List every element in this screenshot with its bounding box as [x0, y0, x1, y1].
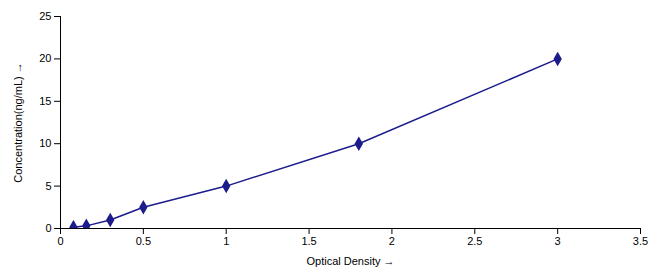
svg-text:0: 0 — [57, 235, 63, 247]
svg-text:1.5: 1.5 — [301, 235, 316, 247]
svg-text:1: 1 — [223, 235, 229, 247]
svg-text:2: 2 — [389, 235, 395, 247]
svg-text:5: 5 — [45, 180, 51, 192]
svg-text:25: 25 — [39, 10, 51, 22]
svg-text:15: 15 — [39, 95, 51, 107]
svg-text:3: 3 — [555, 235, 561, 247]
svg-text:10: 10 — [39, 137, 51, 149]
svg-text:0: 0 — [45, 222, 51, 234]
svg-text:Optical Density →: Optical Density → — [306, 255, 394, 267]
svg-text:20: 20 — [39, 52, 51, 64]
svg-text:0.5: 0.5 — [136, 235, 151, 247]
svg-text:2.5: 2.5 — [467, 235, 482, 247]
svg-text:Concentration(ng/mL) →: Concentration(ng/mL) → — [12, 62, 24, 182]
svg-text:3.5: 3.5 — [633, 235, 648, 247]
